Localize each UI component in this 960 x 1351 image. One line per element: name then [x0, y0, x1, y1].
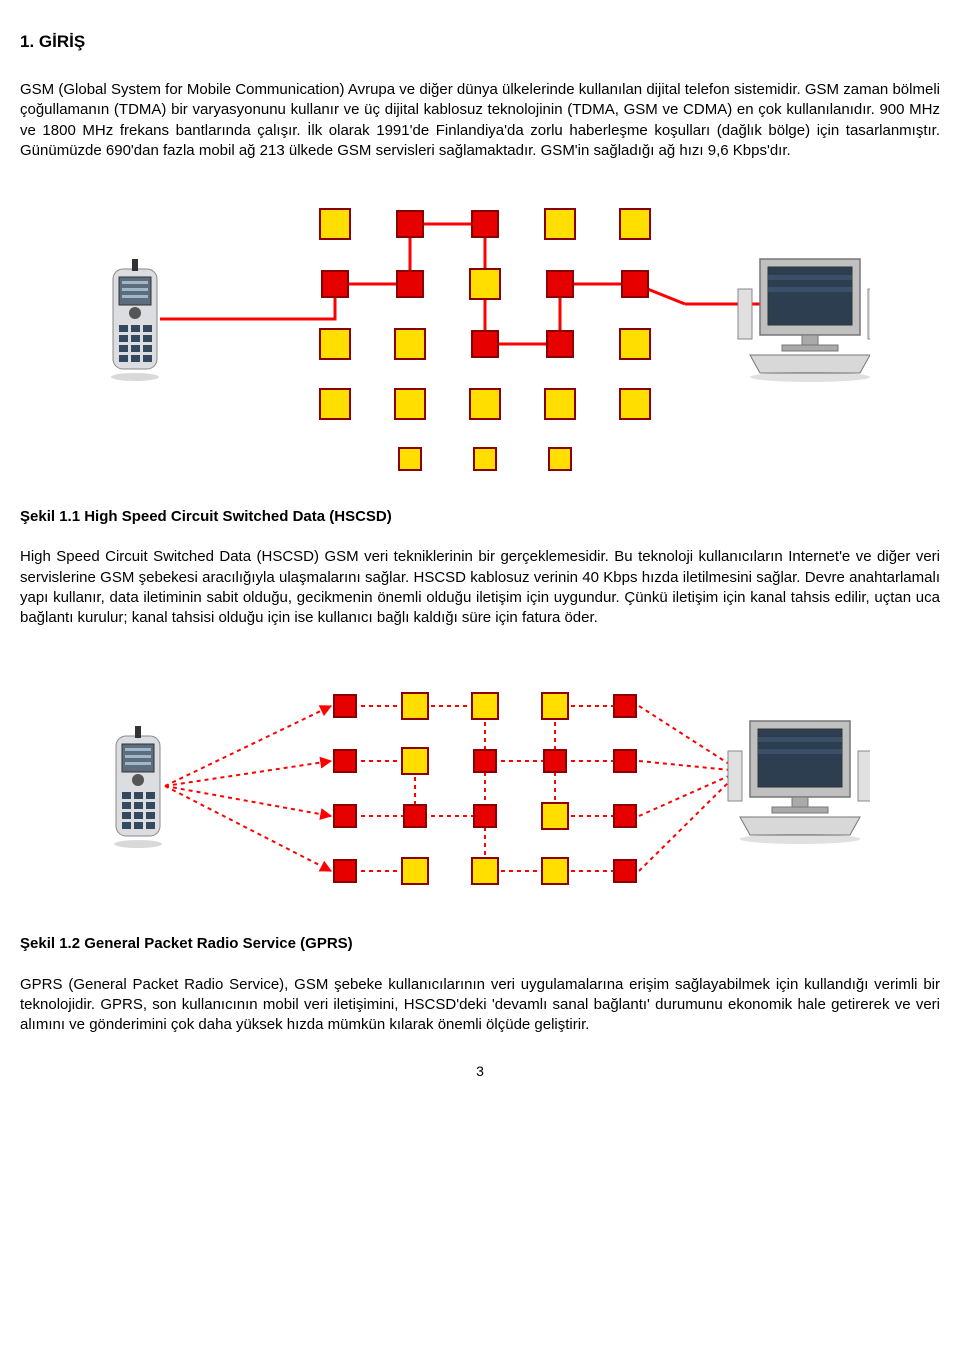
figure-1-1-diagram — [90, 189, 870, 479]
section-heading: 1. GİRİŞ — [20, 32, 940, 52]
figure-1-2-container — [20, 656, 940, 906]
intro-paragraph: GSM (Global System for Mobile Communicat… — [20, 80, 940, 161]
figure-1-2-diagram — [90, 656, 870, 906]
gprs-paragraph: GPRS (General Packet Radio Service), GSM… — [20, 975, 940, 1036]
hscsd-paragraph: High Speed Circuit Switched Data (HSCSD)… — [20, 547, 940, 628]
figure-1-2-caption: Şekil 1.2 General Packet Radio Service (… — [20, 934, 940, 954]
figure-1-1-caption: Şekil 1.1 High Speed Circuit Switched Da… — [20, 507, 940, 527]
page-number: 3 — [20, 1063, 940, 1079]
figure-1-1-container — [20, 189, 940, 479]
